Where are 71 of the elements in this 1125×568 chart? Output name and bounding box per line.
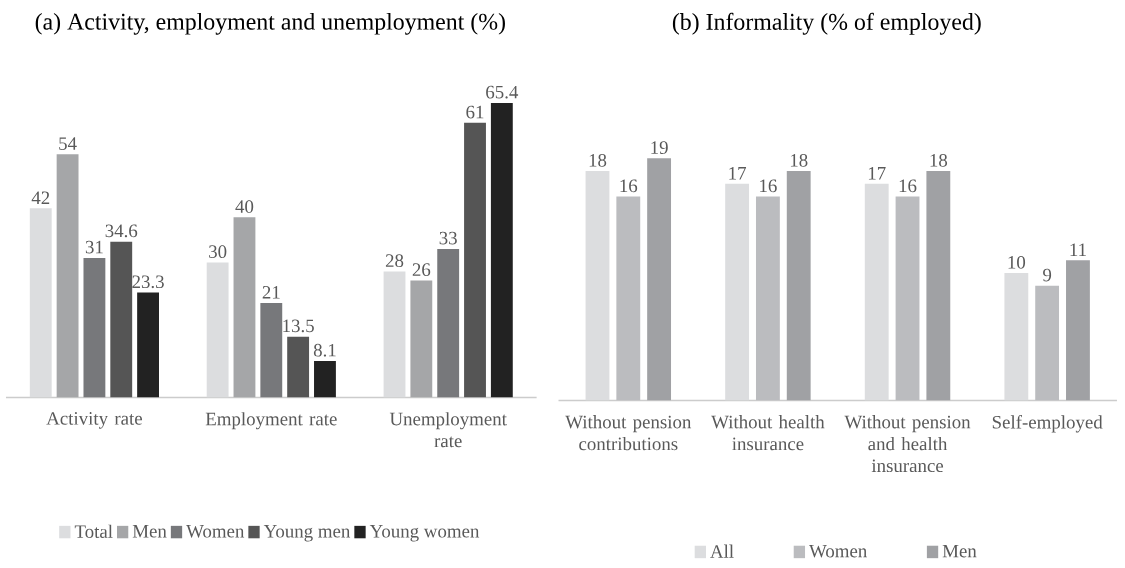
bar: [585, 170, 610, 401]
data-label: 40: [235, 200, 254, 213]
data-label: 8.1: [313, 343, 336, 357]
data-label: 30: [209, 245, 227, 258]
data-label: 18: [930, 153, 948, 167]
data-label: 28: [385, 254, 404, 267]
bar: [206, 262, 229, 398]
legend-label: All: [710, 544, 734, 558]
chart-title: (b) Informality (% of employed): [672, 12, 981, 35]
bar: [616, 196, 641, 401]
bar: [260, 302, 283, 398]
legend-label: Young men: [263, 524, 351, 542]
bar: [56, 154, 79, 398]
x-tick-label: Without pension and health insurance: [844, 414, 971, 472]
data-label: 9: [1043, 268, 1052, 282]
data-label: 34.6: [105, 224, 138, 238]
data-label: 18: [589, 153, 607, 167]
legend-label: Men: [942, 544, 977, 558]
data-label: 33: [439, 231, 457, 245]
x-tick-label: Self-employed: [992, 414, 1103, 433]
x-tick-label: Employment rate: [205, 411, 337, 430]
bar: [725, 183, 750, 401]
data-label: 11: [1070, 243, 1086, 256]
bar: [110, 241, 133, 398]
bar: [83, 257, 106, 398]
legend-label: Total: [74, 524, 113, 538]
data-label: 17: [868, 166, 886, 180]
bar: [233, 217, 256, 398]
data-label: 31: [85, 240, 103, 254]
x-tick-label: Unemployment rate: [389, 411, 507, 448]
data-label: 65.4: [486, 85, 519, 99]
data-label: 61: [466, 105, 484, 119]
bar: [410, 280, 433, 398]
bar: [383, 271, 406, 398]
x-tick-label: Activity rate: [46, 411, 143, 429]
data-label: 16: [620, 179, 638, 193]
x-tick-label: Without pension contributions: [565, 414, 692, 451]
data-label: 10: [1008, 255, 1026, 269]
bar: [647, 158, 672, 401]
bar: [864, 183, 889, 401]
legend-label: Young women: [369, 524, 480, 542]
bar: [490, 102, 513, 398]
data-label: 23.3: [132, 275, 164, 288]
bar: [137, 292, 159, 398]
bar: [464, 122, 486, 398]
bar: [1035, 285, 1060, 401]
data-label: 17: [729, 166, 747, 180]
bar: [926, 170, 951, 401]
bar: [755, 196, 780, 401]
chart-title: (a) Activity, employment and unemployment (%): [35, 12, 505, 35]
data-label: 26: [412, 263, 431, 276]
data-label: 16: [760, 179, 777, 193]
bar: [437, 248, 460, 398]
bar: [287, 336, 310, 398]
bar: [314, 360, 336, 398]
data-label: 19: [651, 141, 668, 154]
data-label: 18: [790, 153, 808, 167]
bar: [1004, 272, 1029, 401]
bar: [786, 170, 811, 401]
bar: [29, 208, 52, 398]
data-label: 13.5: [283, 319, 314, 333]
data-label: 16: [899, 179, 917, 193]
x-tick-label: Without health insurance: [711, 414, 825, 451]
legend-label: Women: [809, 544, 867, 558]
data-label: 54: [59, 137, 77, 150]
legend-label: Men: [132, 524, 167, 538]
legend-label: Women: [186, 524, 245, 538]
data-label: 21: [262, 285, 280, 299]
bar: [895, 196, 920, 401]
bar: [1066, 260, 1090, 401]
data-label: 42: [31, 191, 50, 204]
